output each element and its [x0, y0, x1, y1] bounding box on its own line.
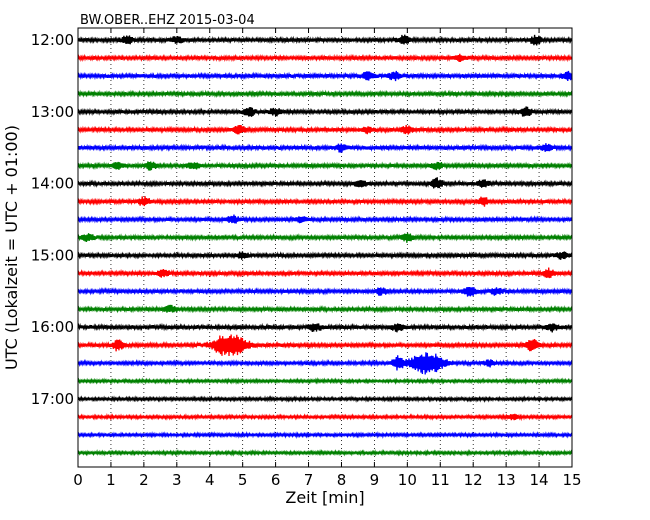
trace-1600	[77, 322, 573, 333]
y-axis-title: UTC (Lokalzeit = UTC + 01:00)	[2, 125, 21, 370]
x-tick-label: 5	[238, 471, 248, 489]
y-tick-label: 13:00	[31, 103, 74, 121]
trace-1545	[77, 304, 573, 314]
x-tick-label: 6	[271, 471, 281, 489]
trace-1430	[77, 214, 573, 224]
y-tick-label: 16:00	[31, 318, 74, 336]
y-tick-label: 17:00	[31, 390, 74, 408]
x-axis-title: Zeit [min]	[285, 488, 364, 507]
trace-1715	[77, 413, 573, 422]
seismic-traces	[77, 34, 573, 457]
chart-title: BW.OBER..EHZ 2015-03-04	[80, 13, 255, 28]
y-tick-label: 15:00	[31, 246, 74, 264]
trace-1745	[77, 448, 573, 457]
trace-1515	[77, 267, 573, 279]
trace-1730	[77, 430, 573, 439]
x-tick-label: 15	[562, 471, 581, 489]
trace-1200	[77, 34, 573, 46]
x-tick-label: 8	[337, 471, 347, 489]
trace-1230	[77, 70, 573, 82]
x-tick-label: 1	[106, 471, 116, 489]
y-tick-label: 14:00	[31, 175, 74, 193]
axis-ticks: 0 1 2 3 4 5 6 7 8 9 10 11 12 13 14 1512:0013:0014:0015:…	[31, 28, 582, 489]
trace-1645	[77, 377, 573, 386]
trace-1315	[77, 125, 573, 135]
x-tick-label: 7	[304, 471, 314, 489]
trace-1630	[77, 352, 573, 375]
trace-1215	[77, 53, 573, 63]
trace-1445	[77, 232, 573, 243]
trace-1530	[77, 286, 573, 297]
trace-1245	[77, 89, 573, 99]
x-tick-label: 0	[73, 471, 83, 489]
x-tick-label: 14	[530, 471, 549, 489]
trace-1400	[77, 177, 573, 189]
x-tick-label: 12	[464, 471, 483, 489]
trace-1415	[77, 196, 573, 207]
trace-1345	[77, 161, 573, 171]
trace-1500	[77, 251, 573, 260]
trace-1300	[77, 106, 573, 117]
x-tick-label: 2	[139, 471, 149, 489]
x-tick-label: 9	[370, 471, 380, 489]
x-tick-label: 4	[205, 471, 215, 489]
y-tick-label: 12:00	[31, 31, 74, 49]
plot-frame	[77, 27, 573, 468]
x-tick-label: 3	[172, 471, 182, 489]
x-tick-label: 10	[398, 471, 417, 489]
trace-1700	[77, 395, 573, 403]
x-tick-label: 13	[497, 471, 516, 489]
trace-1615	[77, 334, 573, 356]
x-tick-label: 11	[431, 471, 450, 489]
trace-1330	[77, 143, 573, 153]
